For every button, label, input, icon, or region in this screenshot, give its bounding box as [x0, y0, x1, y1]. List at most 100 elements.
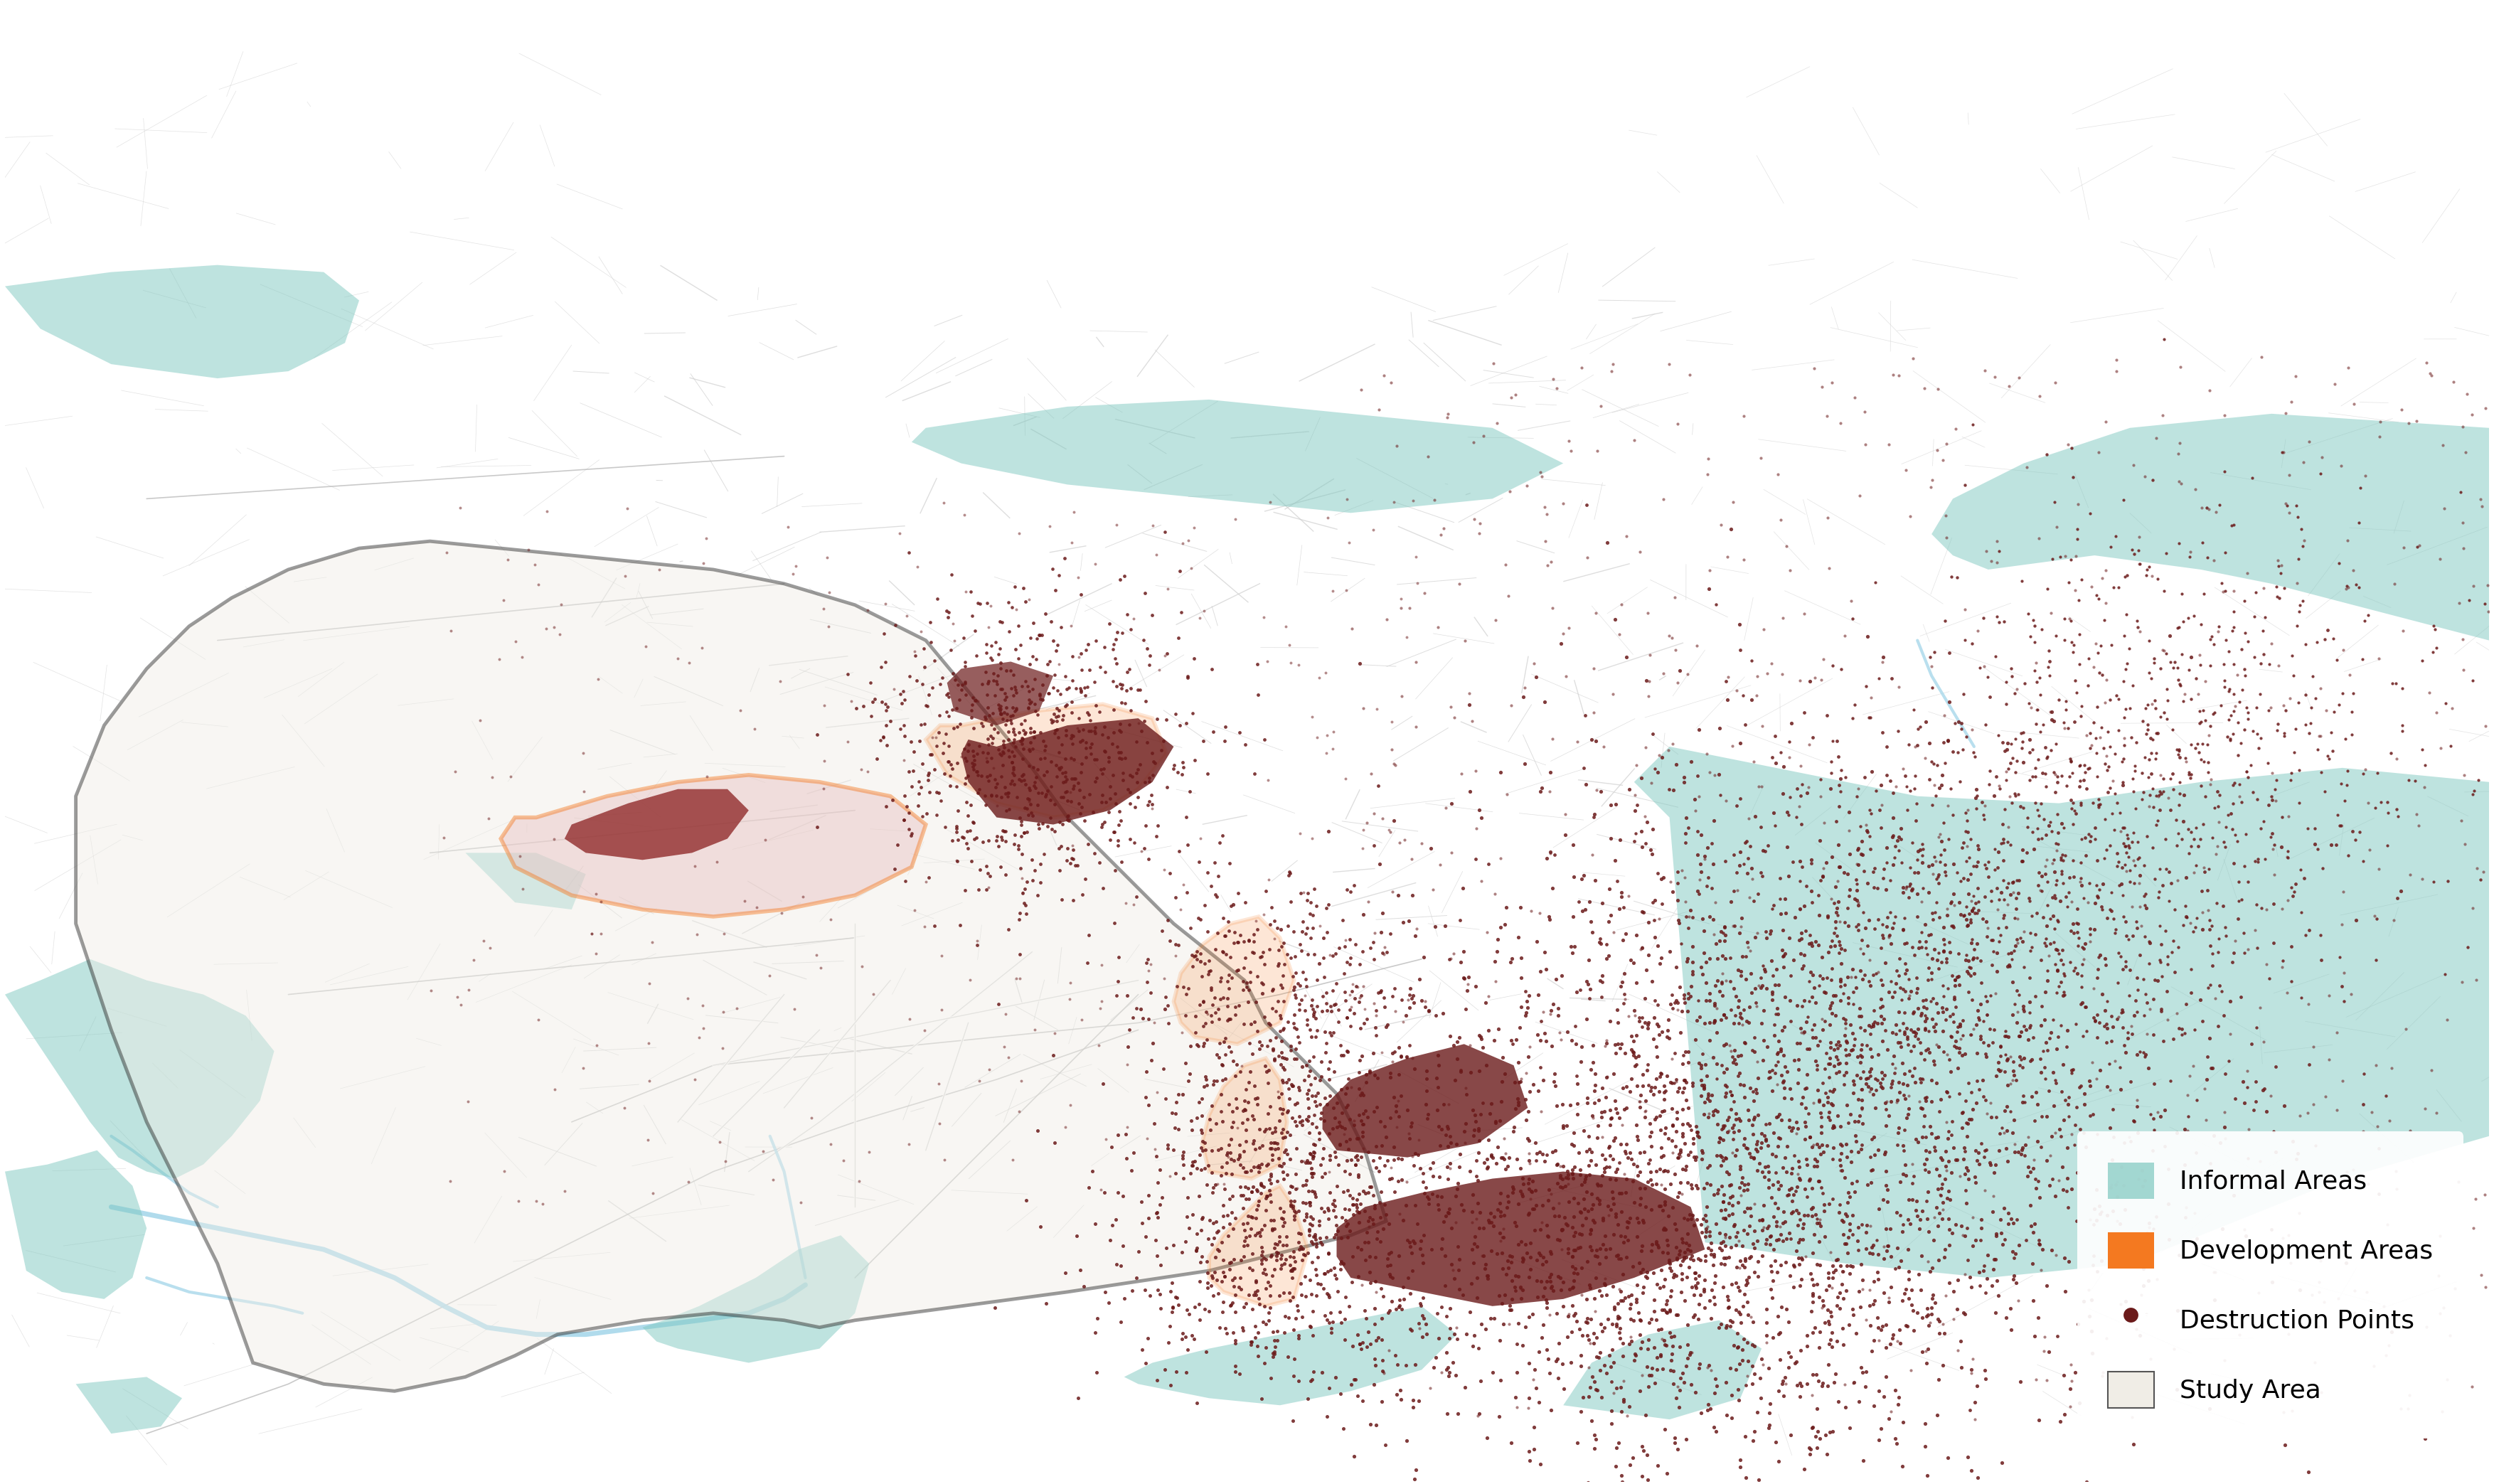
Point [1115, 831, 1155, 855]
Point [1614, 1153, 1654, 1177]
Point [1816, 935, 1856, 959]
Point [1364, 935, 1404, 959]
Point [1995, 681, 2035, 705]
Point [938, 849, 978, 873]
Point [1429, 1361, 1469, 1385]
Point [2130, 1211, 2170, 1235]
Point [1781, 1021, 1821, 1045]
Point [2003, 1083, 2043, 1107]
Point [1678, 988, 1718, 1012]
Point [1885, 1106, 1925, 1129]
Point [2018, 873, 2058, 896]
Point [1656, 1264, 1696, 1288]
Point [1978, 1140, 2018, 1163]
Point [1289, 1104, 1329, 1128]
Point [1564, 898, 1604, 922]
Point [1736, 991, 1776, 1015]
Point [1925, 1245, 1965, 1269]
Point [1858, 1315, 1898, 1339]
Point [1728, 1247, 1768, 1270]
Point [993, 755, 1033, 779]
Point [2180, 653, 2220, 677]
Point [2142, 638, 2182, 662]
Point [1222, 1212, 1262, 1236]
Point [1122, 838, 1162, 862]
Point [958, 690, 998, 714]
Point [1671, 1172, 1711, 1196]
Point [1314, 1226, 1354, 1250]
Point [948, 749, 988, 773]
Point [1978, 604, 2018, 628]
Point [1746, 1324, 1786, 1347]
Point [1846, 1307, 1885, 1331]
Point [1364, 994, 1404, 1018]
Point [1718, 853, 1758, 877]
Point [975, 717, 1015, 741]
Point [2422, 736, 2462, 760]
Point [1023, 843, 1062, 867]
Point [1569, 972, 1609, 996]
Point [2170, 1064, 2210, 1088]
Point [1215, 1355, 1254, 1379]
Point [1666, 831, 1706, 855]
Point [1596, 792, 1636, 816]
Point [1900, 1217, 1940, 1241]
Point [1866, 1018, 1905, 1042]
Point [1958, 1006, 1998, 1030]
Point [903, 804, 943, 828]
Point [2220, 785, 2260, 809]
Point [1905, 930, 1945, 954]
Point [2105, 852, 2145, 876]
Point [2035, 883, 2075, 907]
Point [1506, 1088, 1546, 1112]
Point [1606, 1141, 1646, 1165]
Point [1706, 1146, 1746, 1169]
Point [1868, 763, 1908, 787]
Point [968, 671, 1008, 695]
Point [2457, 1187, 2494, 1211]
Point [1713, 1193, 1753, 1217]
Point [1337, 1187, 1377, 1211]
Point [1631, 1239, 1671, 1263]
Point [1621, 1239, 1661, 1263]
Point [1212, 892, 1252, 916]
Point [1264, 1321, 1304, 1345]
Point [2200, 784, 2240, 807]
Point [2102, 957, 2142, 981]
Point [1150, 1373, 1190, 1396]
Point [865, 714, 905, 738]
Point [1696, 1100, 1736, 1123]
Point [1841, 1104, 1880, 1128]
Point [1868, 1233, 1908, 1257]
Point [1696, 1098, 1736, 1122]
Point [1918, 948, 1958, 972]
Point [2377, 886, 2417, 910]
Point [1571, 1104, 1611, 1128]
Point [1913, 947, 1953, 971]
Point [2025, 1325, 2065, 1349]
Point [1586, 1034, 1626, 1058]
Point [1040, 699, 1080, 723]
Point [1015, 699, 1055, 723]
Point [1023, 812, 1062, 835]
Point [1082, 988, 1122, 1012]
Point [2344, 757, 2384, 781]
Point [1160, 714, 1200, 738]
Point [1614, 1043, 1654, 1067]
Point [1584, 1272, 1624, 1296]
Point [1387, 1353, 1427, 1377]
Point [1828, 862, 1868, 886]
Point [1761, 1037, 1801, 1061]
Point [1634, 1027, 1673, 1051]
Point [1763, 956, 1803, 979]
Point [1584, 1156, 1624, 1180]
Point [1274, 1204, 1314, 1227]
Point [1262, 1254, 1302, 1278]
Point [980, 656, 1020, 680]
Point [1013, 611, 1052, 635]
Point [1447, 1083, 1486, 1107]
Point [1646, 1229, 1686, 1252]
Point [1534, 1204, 1574, 1227]
Point [1668, 905, 1708, 929]
Point [1541, 632, 1581, 656]
